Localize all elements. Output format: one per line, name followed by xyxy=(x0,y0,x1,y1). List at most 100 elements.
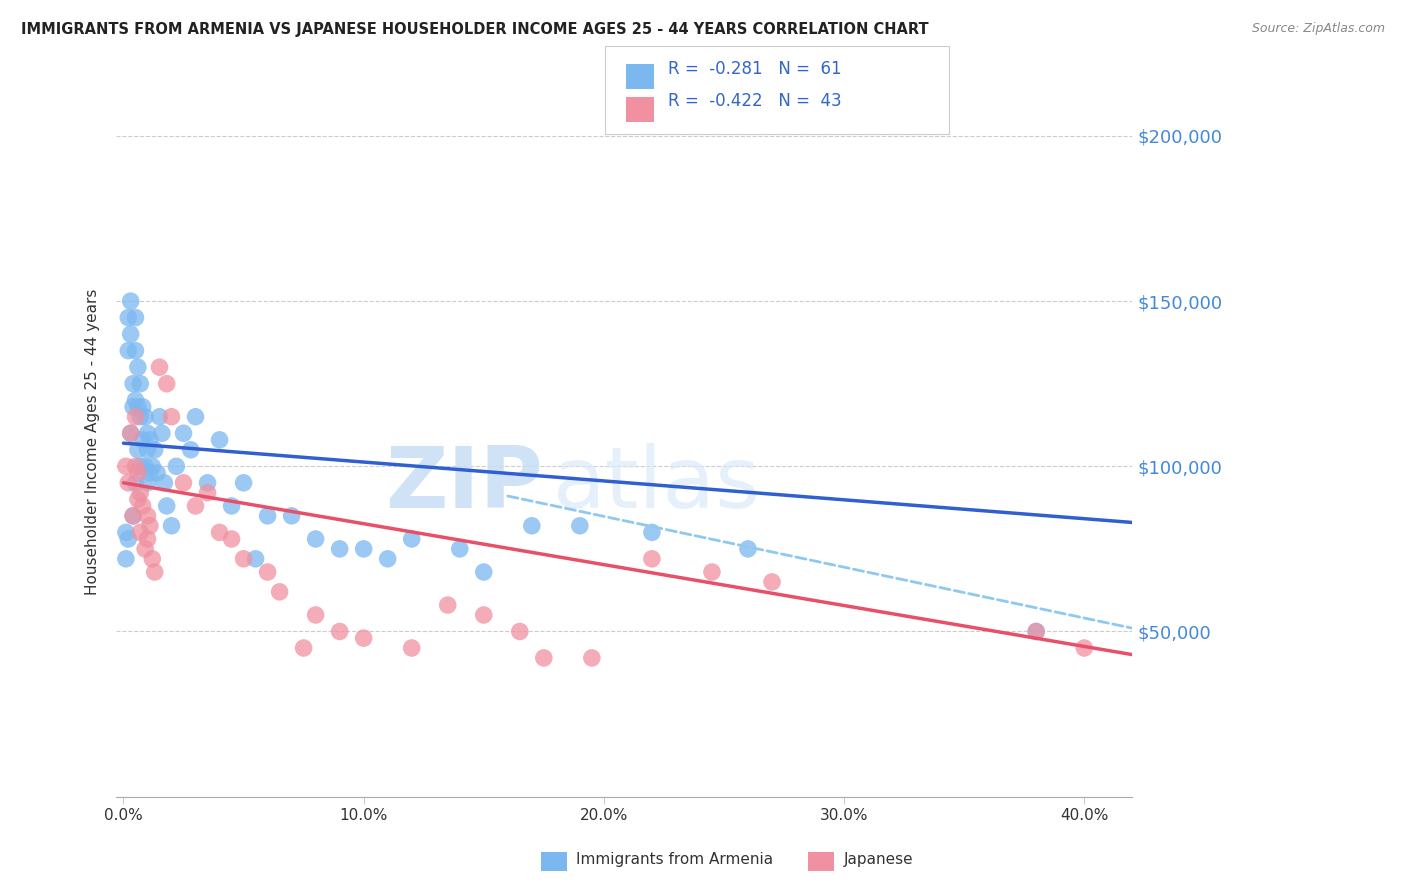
Text: R =  -0.422   N =  43: R = -0.422 N = 43 xyxy=(668,92,841,110)
Point xyxy=(208,525,231,540)
Point xyxy=(304,532,326,546)
Point xyxy=(221,499,243,513)
Point xyxy=(136,426,159,441)
Point xyxy=(221,532,243,546)
Point xyxy=(401,640,423,655)
Point xyxy=(148,409,170,424)
Point xyxy=(117,475,139,490)
Point xyxy=(269,584,291,599)
Point xyxy=(641,525,664,540)
Point xyxy=(129,485,152,500)
Point xyxy=(129,409,152,424)
Point xyxy=(377,551,399,566)
Point xyxy=(139,518,162,533)
Point xyxy=(115,551,138,566)
Text: R =  -0.281   N =  61: R = -0.281 N = 61 xyxy=(668,60,841,78)
Point xyxy=(129,525,152,540)
Point xyxy=(120,294,142,309)
Point xyxy=(131,433,153,447)
Point xyxy=(134,541,156,556)
Point xyxy=(700,565,723,579)
Text: Immigrants from Armenia: Immigrants from Armenia xyxy=(576,853,773,867)
Point xyxy=(353,631,375,645)
Point xyxy=(131,400,153,414)
Point xyxy=(641,551,664,566)
Point xyxy=(148,360,170,375)
Point xyxy=(232,551,254,566)
Point xyxy=(127,442,149,457)
Point xyxy=(124,409,146,424)
Point xyxy=(136,442,159,457)
Point xyxy=(129,459,152,474)
Text: atlas: atlas xyxy=(553,442,761,525)
Point xyxy=(184,409,207,424)
Point xyxy=(160,409,183,424)
Point xyxy=(122,508,145,523)
Point xyxy=(329,541,352,556)
Point xyxy=(141,459,163,474)
Point xyxy=(568,518,591,533)
Point xyxy=(143,442,166,457)
Point xyxy=(232,475,254,490)
Point xyxy=(143,565,166,579)
Point xyxy=(180,442,202,457)
Point xyxy=(256,565,278,579)
Point xyxy=(761,574,783,589)
Point xyxy=(304,607,326,622)
Point xyxy=(122,508,145,523)
Point xyxy=(122,400,145,414)
Point xyxy=(146,466,169,480)
Point xyxy=(197,485,219,500)
Point xyxy=(115,525,138,540)
Point xyxy=(533,651,555,665)
Point xyxy=(472,607,495,622)
Point xyxy=(127,466,149,480)
Point xyxy=(520,518,543,533)
Point xyxy=(449,541,471,556)
Point xyxy=(139,433,162,447)
Point xyxy=(127,400,149,414)
Point xyxy=(120,426,142,441)
Text: ZIP: ZIP xyxy=(385,442,543,525)
Point xyxy=(127,492,149,507)
Point xyxy=(208,433,231,447)
Point xyxy=(122,376,145,391)
Point xyxy=(581,651,603,665)
Point xyxy=(136,508,159,523)
Point xyxy=(472,565,495,579)
Point xyxy=(117,310,139,325)
Point xyxy=(509,624,531,639)
Point xyxy=(184,499,207,513)
Point xyxy=(117,532,139,546)
Y-axis label: Householder Income Ages 25 - 44 years: Householder Income Ages 25 - 44 years xyxy=(86,288,100,595)
Point xyxy=(136,532,159,546)
Point xyxy=(120,426,142,441)
Point xyxy=(173,475,195,490)
Point xyxy=(1025,624,1047,639)
Point xyxy=(150,426,173,441)
Point xyxy=(737,541,759,556)
Text: IMMIGRANTS FROM ARMENIA VS JAPANESE HOUSEHOLDER INCOME AGES 25 - 44 YEARS CORREL: IMMIGRANTS FROM ARMENIA VS JAPANESE HOUS… xyxy=(21,22,929,37)
Point xyxy=(124,393,146,408)
Point xyxy=(124,343,146,358)
Point xyxy=(117,343,139,358)
Point xyxy=(1025,624,1047,639)
Point xyxy=(245,551,267,566)
Point xyxy=(165,459,187,474)
Point xyxy=(401,532,423,546)
Point xyxy=(134,409,156,424)
Point xyxy=(115,459,138,474)
Point xyxy=(134,459,156,474)
Point xyxy=(280,508,302,523)
Point xyxy=(1073,640,1095,655)
Point xyxy=(329,624,352,639)
Text: Source: ZipAtlas.com: Source: ZipAtlas.com xyxy=(1251,22,1385,36)
Point xyxy=(160,518,183,533)
Point xyxy=(197,475,219,490)
Point xyxy=(256,508,278,523)
Point xyxy=(139,466,162,480)
Point xyxy=(436,598,458,612)
Point xyxy=(127,360,149,375)
Point xyxy=(173,426,195,441)
Point xyxy=(124,475,146,490)
